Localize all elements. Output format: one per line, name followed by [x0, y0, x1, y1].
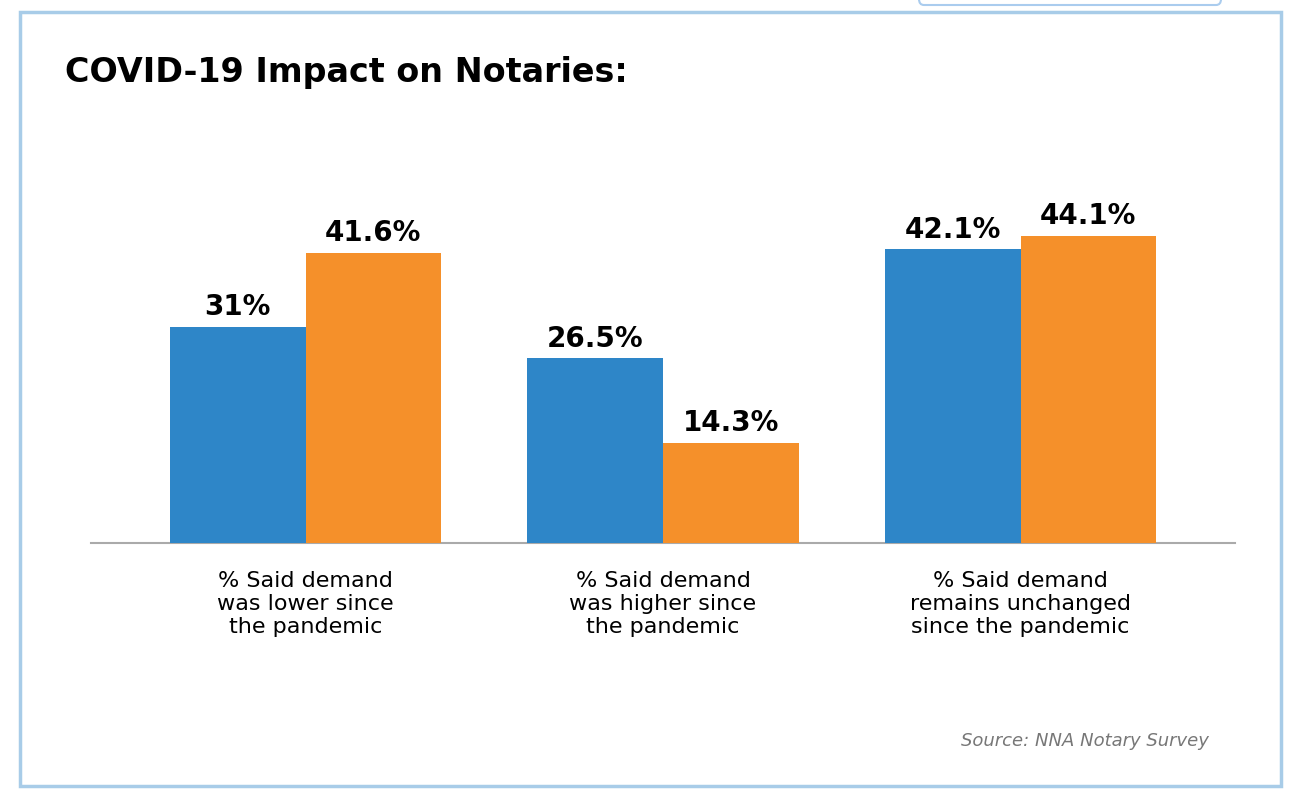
Text: 42.1%: 42.1% — [905, 216, 1001, 244]
Bar — [1020, 235, 1157, 543]
Text: % Said demand
was lower since
the pandemic: % Said demand was lower since the pandem… — [217, 571, 394, 637]
Bar — [306, 253, 441, 543]
Text: Source: NNA Notary Survey: Source: NNA Notary Survey — [961, 732, 1209, 750]
Bar — [170, 326, 306, 543]
Bar — [528, 358, 663, 543]
Bar — [885, 250, 1020, 543]
Text: 41.6%: 41.6% — [325, 219, 421, 247]
Text: 26.5%: 26.5% — [547, 325, 644, 353]
Text: % Said demand
was higher since
the pandemic: % Said demand was higher since the pande… — [569, 571, 757, 637]
Text: 14.3%: 14.3% — [682, 409, 779, 437]
Bar — [663, 443, 798, 543]
Legend: 2020, 2023: 2020, 2023 — [919, 0, 1221, 5]
Text: 44.1%: 44.1% — [1040, 202, 1136, 230]
Text: 31%: 31% — [204, 293, 270, 321]
Text: COVID-19 Impact on Notaries:: COVID-19 Impact on Notaries: — [65, 56, 628, 89]
Text: % Said demand
remains unchanged
since the pandemic: % Said demand remains unchanged since th… — [910, 571, 1131, 637]
